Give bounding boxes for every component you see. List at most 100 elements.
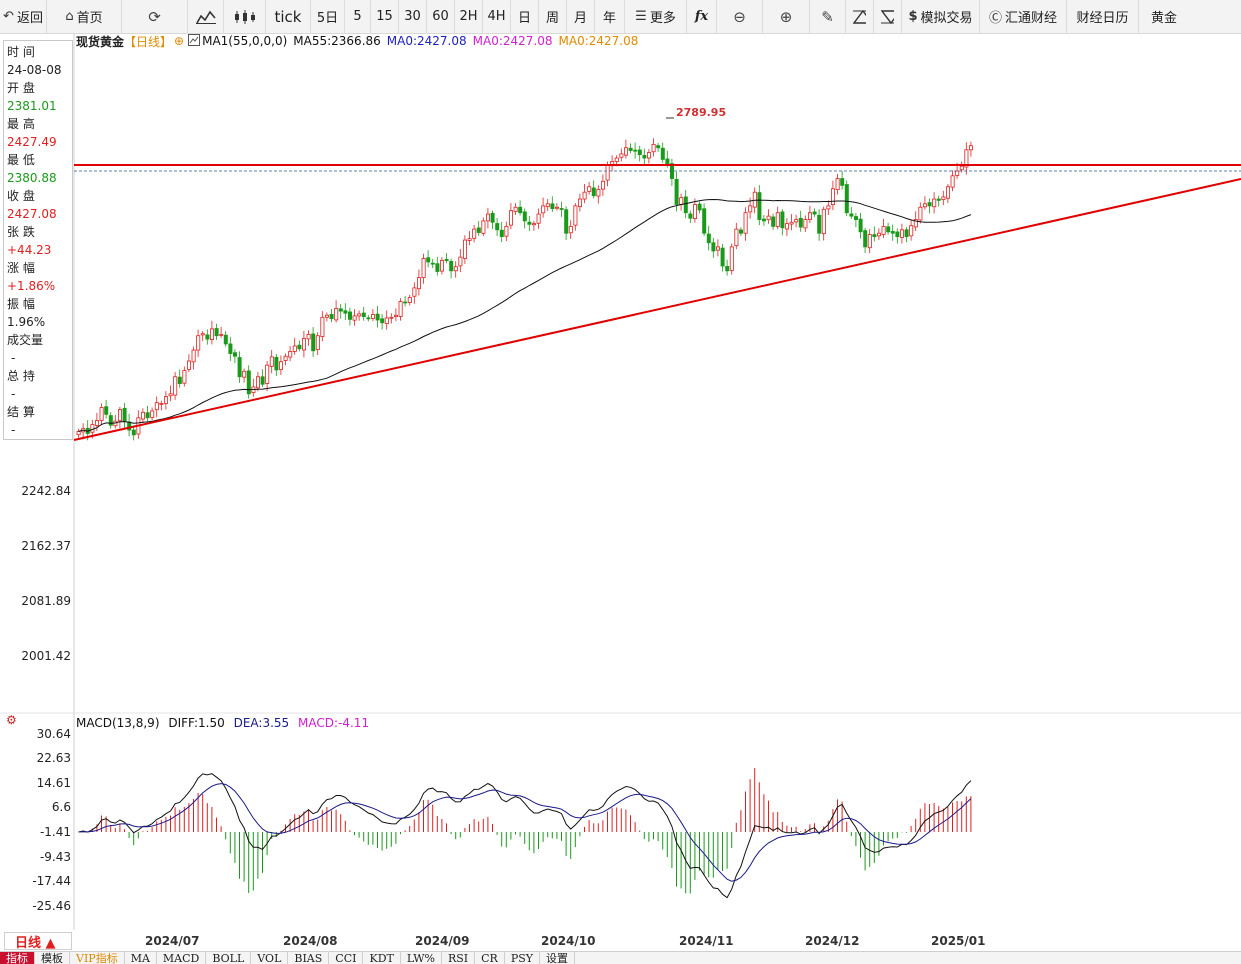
candle bbox=[522, 208, 527, 229]
zoom-out-icon: ⊖ bbox=[733, 7, 746, 26]
tab-indicators[interactable]: 指标 bbox=[0, 952, 35, 964]
candle bbox=[578, 193, 583, 212]
candle bbox=[614, 155, 619, 167]
candle bbox=[412, 282, 417, 304]
candle bbox=[697, 201, 702, 214]
tab-lw[interactable]: LW% bbox=[401, 952, 442, 964]
macd-value: MACD:-4.11 bbox=[298, 716, 370, 730]
ma55-value: MA55:2366.86 bbox=[293, 34, 381, 48]
candle bbox=[513, 203, 518, 215]
draw-tool-button[interactable]: ✎ bbox=[810, 0, 846, 34]
home-icon: ⌂ bbox=[65, 9, 74, 24]
candle bbox=[159, 400, 164, 411]
candle bbox=[711, 238, 716, 258]
candlestick-button[interactable] bbox=[224, 0, 266, 34]
macd-y-tick-8: -25.46 bbox=[32, 899, 71, 913]
more-button[interactable]: ☰ 更多 bbox=[625, 0, 687, 34]
y-tick-2081: 2081.89 bbox=[21, 594, 71, 608]
candle bbox=[113, 415, 118, 429]
tab-cr[interactable]: CR bbox=[475, 952, 505, 964]
candle bbox=[683, 190, 688, 219]
candle bbox=[228, 337, 233, 362]
candle bbox=[752, 187, 757, 214]
period-day-button[interactable]: 日 bbox=[511, 0, 539, 34]
calendar-button[interactable]: 财经日历 bbox=[1067, 0, 1139, 34]
tab-vol[interactable]: VOL bbox=[251, 952, 289, 964]
candle bbox=[366, 315, 371, 322]
home-button[interactable]: ⌂ 首页 bbox=[47, 0, 122, 34]
candle bbox=[384, 310, 389, 330]
tab-cci[interactable]: CCI bbox=[329, 952, 364, 964]
candle bbox=[81, 423, 86, 440]
period-5d-button[interactable]: 5日 bbox=[311, 0, 345, 34]
amplitude-label: 振 幅 bbox=[7, 297, 35, 311]
gold-button[interactable]: 黄金 bbox=[1150, 11, 1177, 26]
candle bbox=[435, 256, 440, 276]
pct-label: 涨 幅 bbox=[7, 261, 35, 275]
tab-settings[interactable]: 设置 bbox=[540, 952, 576, 964]
candle bbox=[334, 300, 339, 323]
amplitude-value: 1.96% bbox=[7, 315, 46, 329]
ma-settings-icon[interactable] bbox=[188, 33, 201, 49]
sim-trade-button[interactable]: $ 模拟交易 bbox=[902, 0, 980, 34]
candle bbox=[186, 354, 191, 373]
period-30m-button[interactable]: 30 bbox=[399, 0, 427, 34]
candle bbox=[601, 174, 606, 196]
candle bbox=[122, 402, 127, 429]
candle bbox=[605, 161, 610, 187]
tab-ma[interactable]: MA bbox=[125, 952, 157, 964]
tab-vip-indicators[interactable]: VIP指标 bbox=[70, 952, 125, 964]
support-trendline[interactable] bbox=[73, 178, 1241, 441]
tick-button[interactable]: tick bbox=[266, 0, 311, 34]
candle bbox=[729, 243, 734, 275]
candle bbox=[831, 180, 836, 211]
candle bbox=[508, 203, 513, 230]
add-indicator-icon[interactable]: ⊕ bbox=[174, 34, 185, 48]
triangle-up-tool-button[interactable] bbox=[846, 0, 874, 34]
tab-rsi[interactable]: RSI bbox=[442, 952, 476, 964]
tab-kdt[interactable]: KDT bbox=[363, 952, 401, 964]
candle bbox=[881, 218, 886, 238]
macd-chart bbox=[78, 768, 972, 899]
tab-psy[interactable]: PSY bbox=[505, 952, 541, 964]
tab-macd[interactable]: MACD bbox=[157, 952, 207, 964]
period-15m-button[interactable]: 15 bbox=[371, 0, 399, 34]
macd-y-tick-4: 6.6 bbox=[51, 800, 71, 814]
candle bbox=[380, 314, 385, 330]
huitong-button[interactable]: Ⓒ 汇通财经 bbox=[980, 0, 1067, 34]
candle bbox=[624, 139, 629, 159]
triangle-down-tool-button[interactable] bbox=[874, 0, 902, 34]
x-tick-2024-10: 2024/10 bbox=[541, 934, 596, 948]
candle bbox=[872, 226, 877, 242]
period-2h-button[interactable]: 2H bbox=[455, 0, 483, 34]
candle bbox=[389, 313, 394, 324]
line-chart-button[interactable] bbox=[188, 0, 224, 34]
formula-button[interactable]: fx bbox=[687, 0, 717, 34]
candle bbox=[559, 201, 564, 217]
tab-boll[interactable]: BOLL bbox=[206, 952, 252, 964]
back-button[interactable]: ↶ 返回 bbox=[0, 0, 47, 34]
candle bbox=[407, 294, 412, 306]
candle bbox=[426, 250, 431, 268]
candle bbox=[163, 391, 168, 410]
zoom-in-button[interactable]: ⊕ bbox=[763, 0, 810, 34]
refresh-button[interactable]: ⟳ bbox=[122, 0, 188, 34]
ma0-value-a: MA0:2427.08 bbox=[386, 34, 467, 48]
candle bbox=[490, 210, 495, 230]
triangle-down-icon bbox=[881, 9, 894, 24]
period-60m-button[interactable]: 60 bbox=[427, 0, 455, 34]
tab-bias[interactable]: BIAS bbox=[288, 952, 330, 964]
period-month-button[interactable]: 月 bbox=[567, 0, 595, 34]
zoom-out-button[interactable]: ⊖ bbox=[717, 0, 763, 34]
candle bbox=[274, 353, 279, 377]
period-select-button[interactable]: 日线 ▲ bbox=[4, 932, 72, 951]
period-4h-button[interactable]: 4H bbox=[483, 0, 511, 34]
macd-settings-icon[interactable]: ⚙ bbox=[6, 713, 17, 727]
x-tick-2024-09: 2024/09 bbox=[415, 934, 470, 948]
period-year-button[interactable]: 年 bbox=[595, 0, 625, 34]
tab-templates[interactable]: 模板 bbox=[35, 952, 70, 964]
period-week-button[interactable]: 周 bbox=[539, 0, 567, 34]
period-5m-button[interactable]: 5 bbox=[345, 0, 371, 34]
candle bbox=[808, 205, 813, 223]
